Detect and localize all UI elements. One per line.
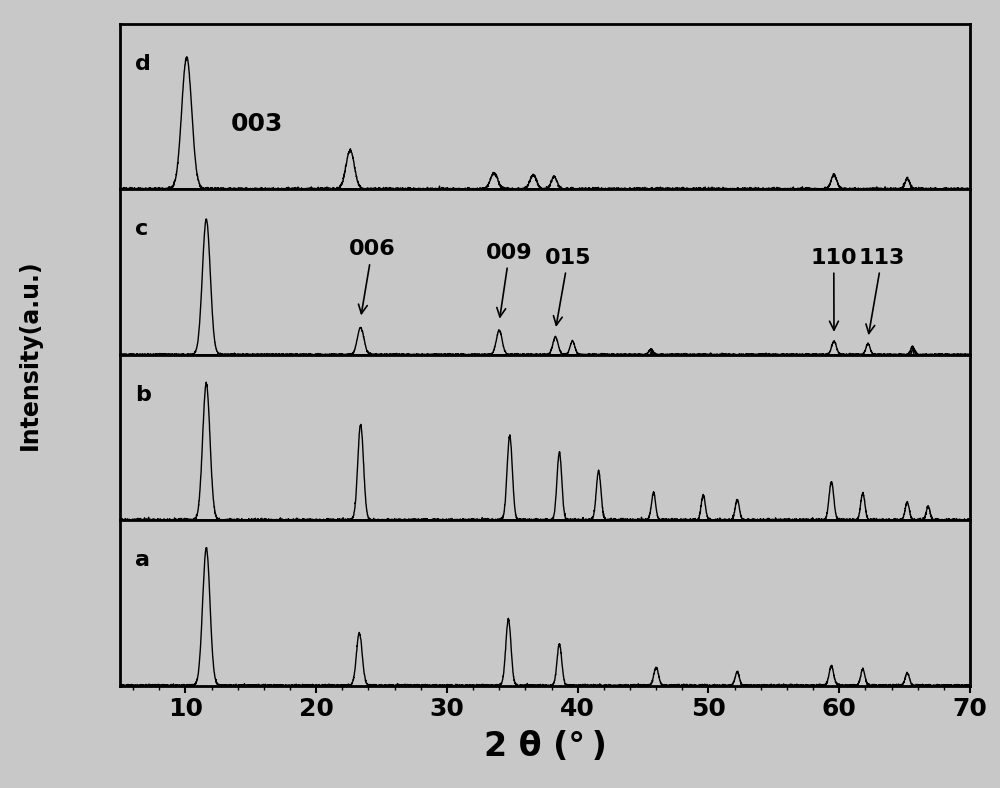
X-axis label: 2 θ (° ): 2 θ (° ): [484, 730, 606, 763]
Text: 018: 018: [637, 351, 683, 422]
Text: Intensity(a.u.): Intensity(a.u.): [18, 259, 42, 450]
Text: c: c: [135, 219, 149, 240]
Text: 006: 006: [349, 240, 396, 314]
Text: 015: 015: [545, 247, 592, 325]
Text: d: d: [135, 54, 151, 74]
Text: 003: 003: [230, 112, 283, 136]
Text: 113: 113: [859, 247, 905, 333]
Text: 009: 009: [486, 243, 533, 317]
Text: 116: 116: [898, 348, 945, 422]
Text: a: a: [135, 550, 150, 571]
Text: b: b: [135, 385, 151, 405]
Text: 110: 110: [810, 247, 857, 330]
